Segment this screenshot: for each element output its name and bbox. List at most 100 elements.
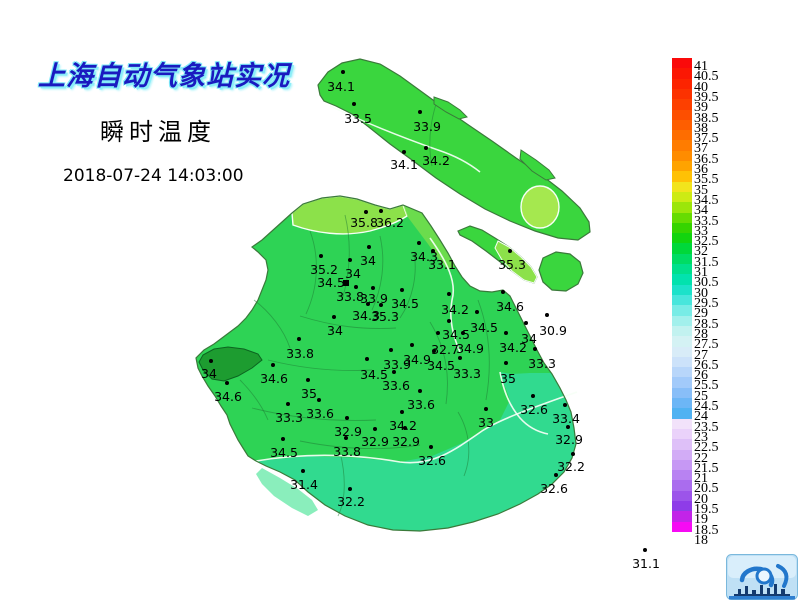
legend-color-segment: [672, 470, 692, 481]
legend-color-segment: [672, 356, 692, 368]
legend-color-segment: [672, 418, 692, 430]
legend-color-segment: [672, 140, 692, 152]
legend-color-segment: [672, 490, 692, 502]
legend-color-segment: [672, 202, 692, 214]
legend-color-segment: [672, 119, 692, 131]
legend-color-segment: [672, 449, 692, 461]
observation-timestamp: 2018-07-24 14:03:00: [63, 166, 244, 186]
legend-color-segment: [672, 295, 692, 306]
legend-color-segment: [672, 58, 692, 69]
legend-tick-label: 20: [694, 491, 708, 507]
legend-color-segment: [672, 233, 692, 244]
legend-colorbar: [672, 58, 692, 533]
legend-color-segment: [672, 253, 692, 265]
legend-tick-label: 38.5: [694, 110, 719, 126]
legend-color-segment: [672, 78, 692, 90]
legend-color-segment: [672, 336, 692, 347]
legend-color-segment: [672, 264, 692, 275]
legend-color-segment: [672, 212, 692, 224]
south-coastal-region: [256, 372, 576, 531]
chongming-contour: [329, 105, 481, 173]
legend-color-segment: [672, 428, 692, 440]
city-skyline-icon: [734, 584, 790, 597]
mainland-outline: [195, 195, 577, 532]
legend-color-segment: [672, 325, 692, 337]
legend-color-segment: [672, 408, 692, 420]
chongming-warm-oval: [520, 185, 560, 229]
legend-tick-label: 37.5: [694, 131, 719, 147]
legend-color-segment: [672, 99, 692, 110]
legend-tick-label: 18: [694, 533, 708, 548]
legend-ticks: 41 40.5 40 39.5 39 38.5 38 37.5 37 36.5 36 35.5 35 34…: [694, 58, 734, 548]
legend-tick-label: 29.5: [694, 296, 719, 311]
legend-tick-label: 37: [694, 141, 708, 157]
legend-color-segment: [672, 511, 692, 523]
legend-color-segment: [672, 222, 692, 234]
legend-tick-label: 31.5: [694, 254, 719, 270]
legend-tick-label: 22: [694, 450, 708, 466]
hengsha-island: [538, 251, 584, 292]
legend-color-segment: [672, 480, 692, 492]
legend-color-segment: [672, 367, 692, 378]
legend-tick-label: 24: [694, 409, 708, 425]
legend-color-segment: [672, 346, 692, 358]
legend-tick-label: 33: [694, 223, 708, 239]
chongming-district-line: [429, 103, 437, 167]
legend-tick-label: 39: [694, 100, 708, 116]
legend-tick-label: 22.5: [694, 440, 719, 456]
legend-color-segment: [672, 387, 692, 399]
legend-tick-label: 26.5: [694, 357, 719, 373]
legend-color-segment: [672, 459, 692, 471]
legend-tick-label: 25: [694, 388, 708, 404]
legend-color-segment: [672, 191, 692, 203]
legend-tick-label: 19.5: [694, 502, 719, 518]
legend-color-segment: [672, 501, 692, 512]
legend-tick-label: 35.5: [694, 172, 719, 188]
legend-tick-label: 29: [694, 306, 708, 322]
legend-tick-label: 40.5: [694, 69, 719, 85]
legend-color-segment: [672, 243, 692, 255]
legend-color-segment: [672, 150, 692, 162]
temperature-contours: [255, 237, 578, 464]
legend-color-segment: [672, 109, 692, 121]
legend-color-segment: [672, 68, 692, 80]
legend-tick-label: 28.5: [694, 316, 719, 332]
legend-tick-label: 34.5: [694, 192, 719, 208]
legend-tick-label: 33.5: [694, 213, 719, 229]
legend-tick-label: 30.5: [694, 275, 719, 291]
legend-tick-label: 35: [694, 182, 708, 198]
legend-color-segment: [672, 274, 692, 286]
legend-tick-label: 23.5: [694, 419, 719, 435]
legend-tick-label: 26: [694, 368, 708, 384]
legend-tick-label: 39.5: [694, 89, 719, 105]
legend-tick-label: 32.5: [694, 234, 719, 250]
legend-color-segment: [672, 284, 692, 296]
legend-tick-label: 23: [694, 429, 708, 445]
legend-tick-label: 25.5: [694, 378, 719, 394]
legend-color-segment: [672, 171, 692, 183]
legend-tick-label: 28: [694, 326, 708, 342]
legend-tick-label: 27: [694, 347, 708, 363]
legend-color-segment: [672, 130, 692, 141]
legend-tick-label: 32: [694, 244, 708, 260]
district-boundaries: [239, 214, 490, 517]
legend-tick-label: 20.5: [694, 481, 719, 497]
legend-tick-label: 19: [694, 512, 708, 528]
legend-tick-label: 41: [694, 59, 708, 74]
channel-islet-west: [433, 96, 468, 120]
legend-color-segment: [672, 315, 692, 327]
legend-color-segment: [672, 181, 692, 193]
shanghai-meteorological-bureau-logo: [726, 554, 798, 600]
legend-color-segment: [672, 88, 692, 100]
legend-color-segment: [672, 305, 692, 317]
legend-tick-label: 31: [694, 265, 708, 281]
channel-islet-east: [519, 149, 556, 181]
legend-color-segment: [672, 521, 692, 533]
legend-tick-label: 21: [694, 471, 708, 487]
legend-tick-label: 36: [694, 162, 708, 178]
legend-tick-label: 18.5: [694, 522, 719, 538]
map-subtitle: 瞬时温度: [100, 120, 216, 146]
legend-color-segment: [672, 161, 692, 172]
